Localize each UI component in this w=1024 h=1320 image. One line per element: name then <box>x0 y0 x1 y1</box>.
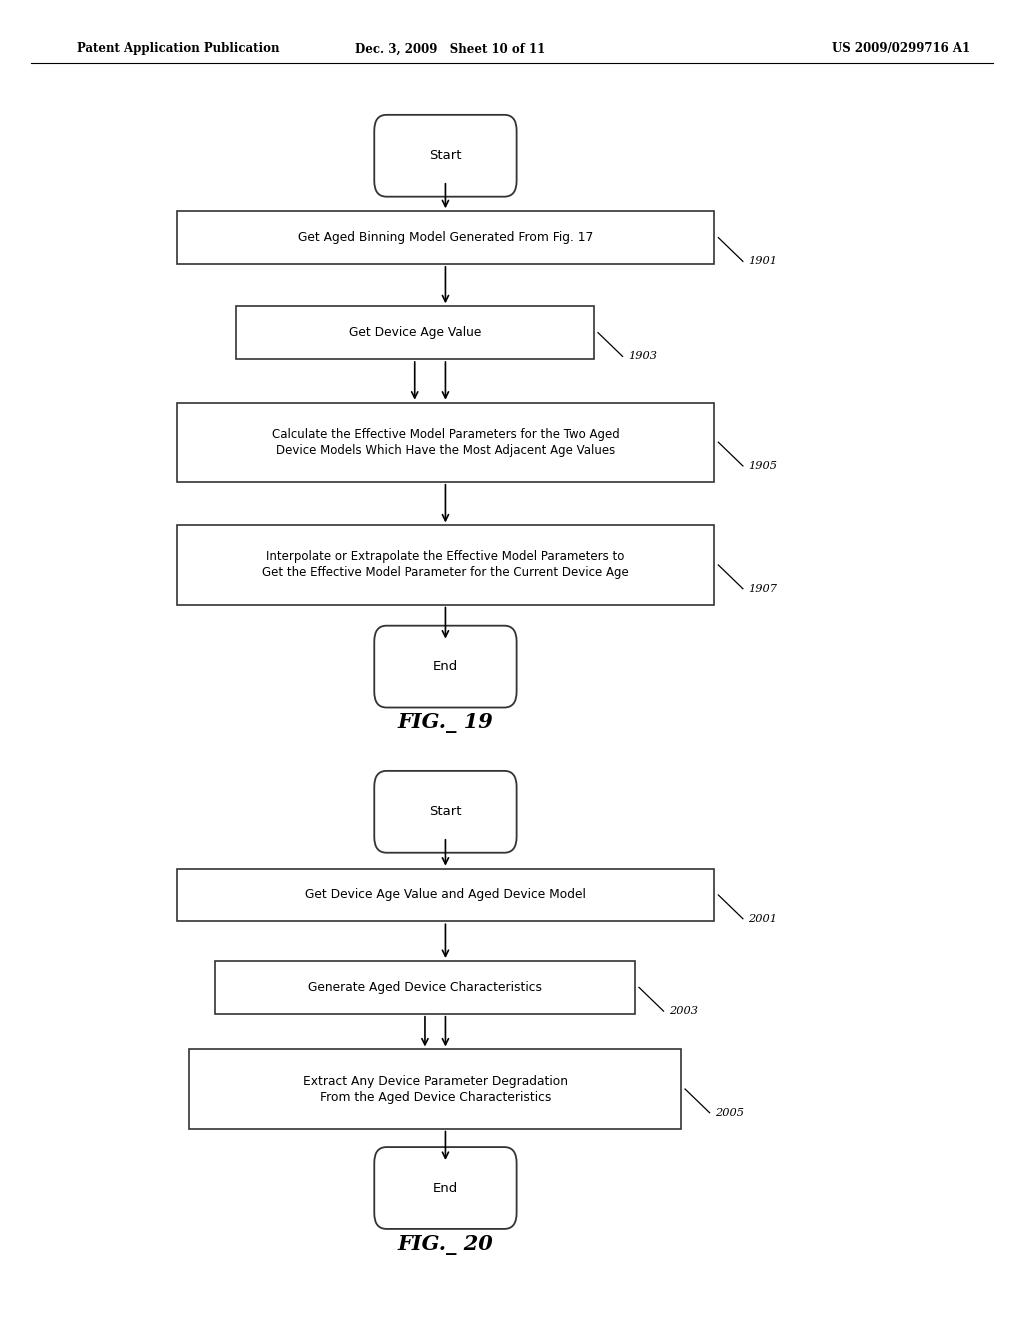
FancyBboxPatch shape <box>176 525 715 605</box>
Text: Calculate the Effective Model Parameters for the Two Aged
Device Models Which Ha: Calculate the Effective Model Parameters… <box>271 428 620 457</box>
Text: Get Device Age Value: Get Device Age Value <box>348 326 481 339</box>
Text: 1905: 1905 <box>748 461 777 471</box>
FancyBboxPatch shape <box>236 306 594 359</box>
Text: 1907: 1907 <box>748 583 777 594</box>
FancyBboxPatch shape <box>176 403 715 482</box>
Text: Interpolate or Extrapolate the Effective Model Parameters to
Get the Effective M: Interpolate or Extrapolate the Effective… <box>262 550 629 579</box>
Text: Dec. 3, 2009   Sheet 10 of 11: Dec. 3, 2009 Sheet 10 of 11 <box>355 42 546 55</box>
Text: Start: Start <box>429 805 462 818</box>
Text: Get Device Age Value and Aged Device Model: Get Device Age Value and Aged Device Mod… <box>305 888 586 902</box>
FancyBboxPatch shape <box>375 626 516 708</box>
Text: Patent Application Publication: Patent Application Publication <box>77 42 280 55</box>
Text: 1903: 1903 <box>628 351 656 362</box>
Text: 2005: 2005 <box>715 1107 743 1118</box>
FancyBboxPatch shape <box>375 115 516 197</box>
FancyBboxPatch shape <box>176 211 715 264</box>
Text: US 2009/0299716 A1: US 2009/0299716 A1 <box>833 42 970 55</box>
Text: Get Aged Binning Model Generated From Fig. 17: Get Aged Binning Model Generated From Fi… <box>298 231 593 244</box>
FancyBboxPatch shape <box>375 771 516 853</box>
Text: Start: Start <box>429 149 462 162</box>
FancyBboxPatch shape <box>189 1049 681 1129</box>
Text: Generate Aged Device Characteristics: Generate Aged Device Characteristics <box>308 981 542 994</box>
Text: Extract Any Device Parameter Degradation
From the Aged Device Characteristics: Extract Any Device Parameter Degradation… <box>303 1074 567 1104</box>
Text: 2001: 2001 <box>748 913 777 924</box>
Text: 1901: 1901 <box>748 256 777 267</box>
Text: End: End <box>433 1181 458 1195</box>
Text: FIG._ 19: FIG._ 19 <box>397 713 494 734</box>
Text: FIG._ 20: FIG._ 20 <box>397 1234 494 1255</box>
FancyBboxPatch shape <box>176 869 715 921</box>
FancyBboxPatch shape <box>375 1147 516 1229</box>
FancyBboxPatch shape <box>215 961 635 1014</box>
Text: End: End <box>433 660 458 673</box>
Text: 2003: 2003 <box>669 1006 697 1016</box>
